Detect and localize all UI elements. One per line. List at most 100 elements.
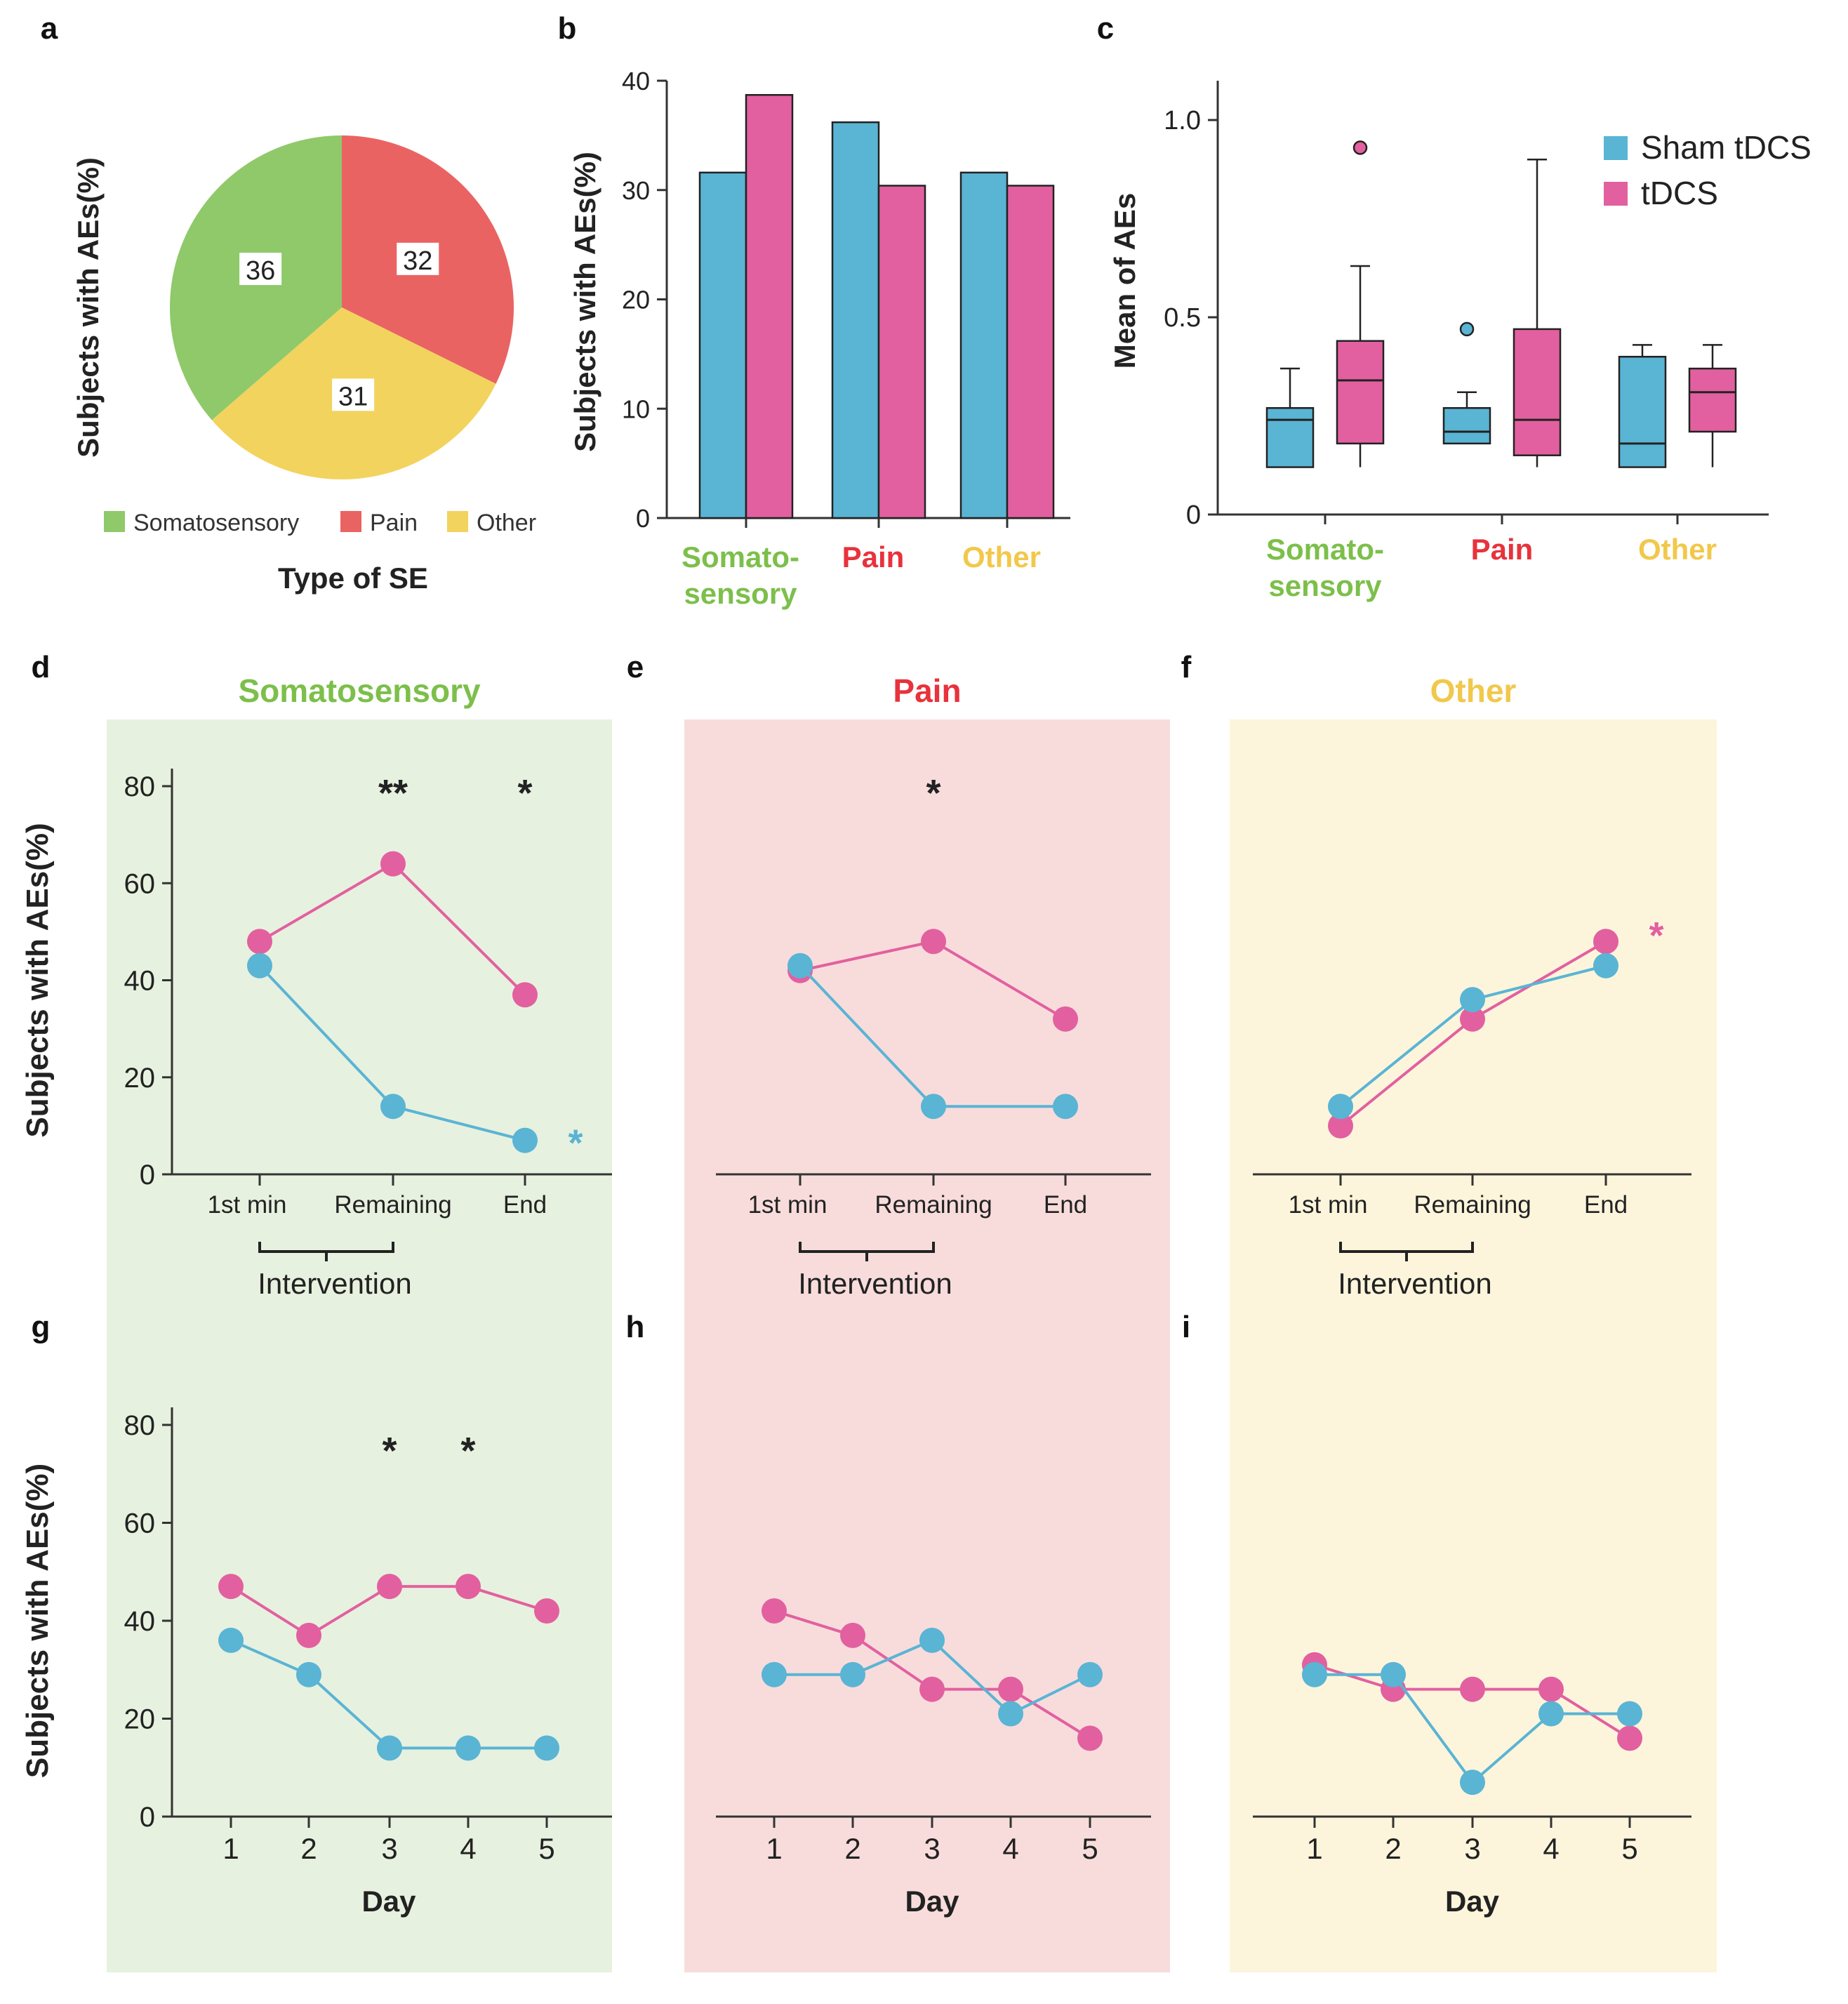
data-point-sham-tdcs [762, 1661, 787, 1687]
significance-marker: * [1649, 915, 1663, 957]
x-tick-label: Somato-sensory [682, 540, 799, 610]
x-tick-label: Other [962, 540, 1041, 573]
data-point-sham-tdcs [840, 1661, 865, 1687]
legend-swatch [104, 511, 125, 532]
panel-title: Pain [893, 672, 961, 709]
pie-label-box [397, 242, 439, 275]
data-point-tdcs [1460, 1676, 1485, 1702]
data-point-sham-tdcs [998, 1701, 1023, 1727]
data-point-tdcs [1617, 1725, 1642, 1751]
y-tick-label: 0 [140, 1802, 155, 1833]
x-tick-label: Other [1638, 533, 1717, 566]
data-point-tdcs [1593, 929, 1618, 955]
data-point-sham-tdcs [919, 1627, 945, 1653]
panel-letter-a: a [41, 11, 58, 46]
box-body [1336, 340, 1385, 445]
box-body [1442, 407, 1491, 445]
x-tick-label-line: sensory [1268, 569, 1382, 602]
bar-tdcs [745, 93, 794, 519]
significance-marker: * [382, 1430, 397, 1472]
data-point-tdcs [998, 1676, 1023, 1702]
legend-label: Sham tDCS [1641, 129, 1812, 166]
data-point-sham-tdcs [787, 953, 813, 978]
y-tick-label: 40 [124, 966, 156, 997]
x-tick-label: 1st min [208, 1191, 287, 1219]
data-point-tdcs [377, 1574, 402, 1600]
y-tick-label: 0 [1186, 500, 1201, 530]
panel-title: Other [1430, 672, 1517, 709]
y-tick-label: 1.0 [1164, 106, 1201, 135]
panel-letter-c: c [1097, 11, 1114, 46]
box-sham-tdcs [1265, 367, 1315, 468]
x-tick-label: 1st min [1289, 1191, 1368, 1219]
pie-data-label: 31 [338, 382, 368, 411]
y-tick-label: 60 [124, 868, 156, 899]
y-axis-label: Subjects with AEs(%) [72, 157, 105, 458]
data-point-sham-tdcs [247, 953, 272, 978]
x-tick-label: 5 [1621, 1832, 1637, 1865]
x-axis-label: Day [361, 1885, 416, 1918]
x-tick-label: End [1044, 1191, 1087, 1219]
panel-letter-f: f [1181, 650, 1192, 684]
data-point-sham-tdcs [1077, 1661, 1103, 1687]
bar-tdcs [877, 185, 926, 519]
data-point-tdcs [1538, 1676, 1564, 1702]
y-tick-label: 20 [622, 286, 650, 314]
panel-title: Somatosensory [238, 672, 481, 709]
panel-letter-g: g [32, 1310, 51, 1344]
x-tick-label: 3 [1464, 1832, 1480, 1865]
box-body [1688, 367, 1737, 433]
panel-background-f [1230, 719, 1717, 1972]
x-tick-label-line: Other [1638, 533, 1717, 566]
legend-swatch [340, 511, 361, 532]
data-point-sham-tdcs [1593, 953, 1618, 978]
bar-sham-tdcs [959, 171, 1009, 519]
x-tick-label-line: Pain [842, 540, 905, 573]
y-tick-label: 20 [124, 1063, 156, 1094]
panel-letter-i: i [1182, 1310, 1190, 1344]
y-tick-label: 60 [124, 1508, 156, 1539]
x-tick-label: 5 [1082, 1832, 1098, 1865]
data-point-sham-tdcs [1617, 1701, 1642, 1727]
box-body [1513, 328, 1562, 456]
significance-marker: * [517, 772, 532, 814]
pie-label-box [332, 378, 375, 411]
x-tick-label: 2 [300, 1832, 317, 1865]
box-outlier [1459, 321, 1475, 337]
y-axis-label: Subjects with AEs(%) [569, 152, 601, 452]
bar-sham-tdcs [831, 121, 880, 519]
box-sham-tdcs [1618, 344, 1667, 468]
x-tick-label: Remaining [334, 1191, 451, 1219]
significance-marker: ** [378, 772, 408, 814]
box-body [1618, 355, 1667, 468]
x-tick-label: Somato-sensory [1266, 533, 1384, 602]
significance-marker: * [460, 1430, 475, 1472]
data-point-sham-tdcs [1302, 1661, 1327, 1687]
y-tick-label: 40 [622, 67, 650, 95]
data-point-tdcs [1460, 1006, 1485, 1032]
panel-background-e [684, 719, 1170, 1972]
data-point-sham-tdcs [1328, 1094, 1353, 1120]
data-point-sham-tdcs [512, 1127, 538, 1153]
box-sham-tdcs [1442, 321, 1491, 445]
pie-data-label: 36 [246, 256, 275, 286]
data-point-tdcs [1077, 1725, 1103, 1751]
y-axis-label: Subjects with AEs(%) [20, 1464, 55, 1778]
panel-letter-d: d [32, 650, 51, 684]
x-tick-label: 1 [222, 1832, 239, 1865]
data-point-tdcs [921, 929, 946, 955]
x-tick-label: 3 [924, 1832, 940, 1865]
bar-tdcs [1006, 185, 1055, 519]
data-point-sham-tdcs [1460, 1770, 1485, 1796]
bracket-label: Intervention [1338, 1267, 1491, 1300]
panel-letter-b: b [558, 11, 577, 46]
x-tick-label: 2 [844, 1832, 860, 1865]
legend-label: Somatosensory [133, 510, 299, 536]
x-tick-label: Pain [842, 540, 905, 573]
x-tick-label: Remaining [875, 1191, 992, 1219]
legend-swatch [447, 511, 468, 532]
x-tick-label: End [1584, 1191, 1628, 1219]
x-tick-label-line: Other [962, 540, 1041, 573]
data-point-sham-tdcs [296, 1661, 321, 1687]
x-tick-label: 5 [538, 1832, 554, 1865]
